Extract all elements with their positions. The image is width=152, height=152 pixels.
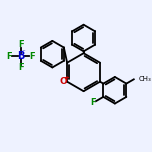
Text: O: O (59, 77, 67, 86)
Text: F: F (90, 98, 96, 107)
Text: F: F (7, 52, 12, 60)
Text: +: + (63, 75, 69, 81)
Text: B: B (17, 51, 25, 61)
Text: CH₃: CH₃ (138, 76, 151, 82)
Text: ⁻: ⁻ (22, 49, 26, 55)
Text: F: F (29, 52, 35, 60)
Text: F: F (18, 40, 24, 49)
Text: F: F (18, 63, 24, 72)
